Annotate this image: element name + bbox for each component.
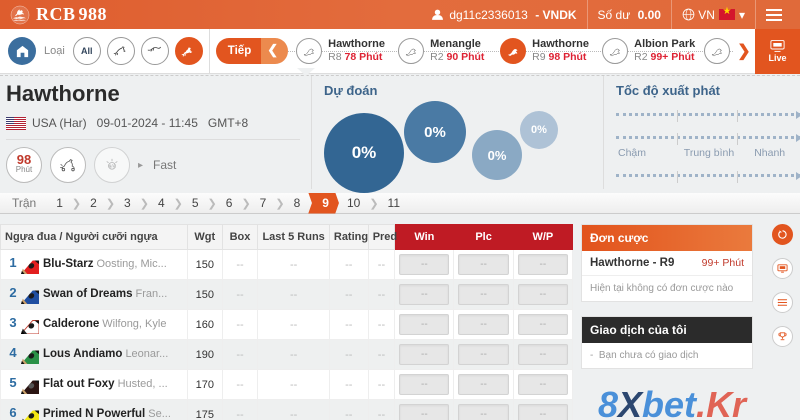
svg-text:N/A: N/A	[108, 164, 117, 169]
